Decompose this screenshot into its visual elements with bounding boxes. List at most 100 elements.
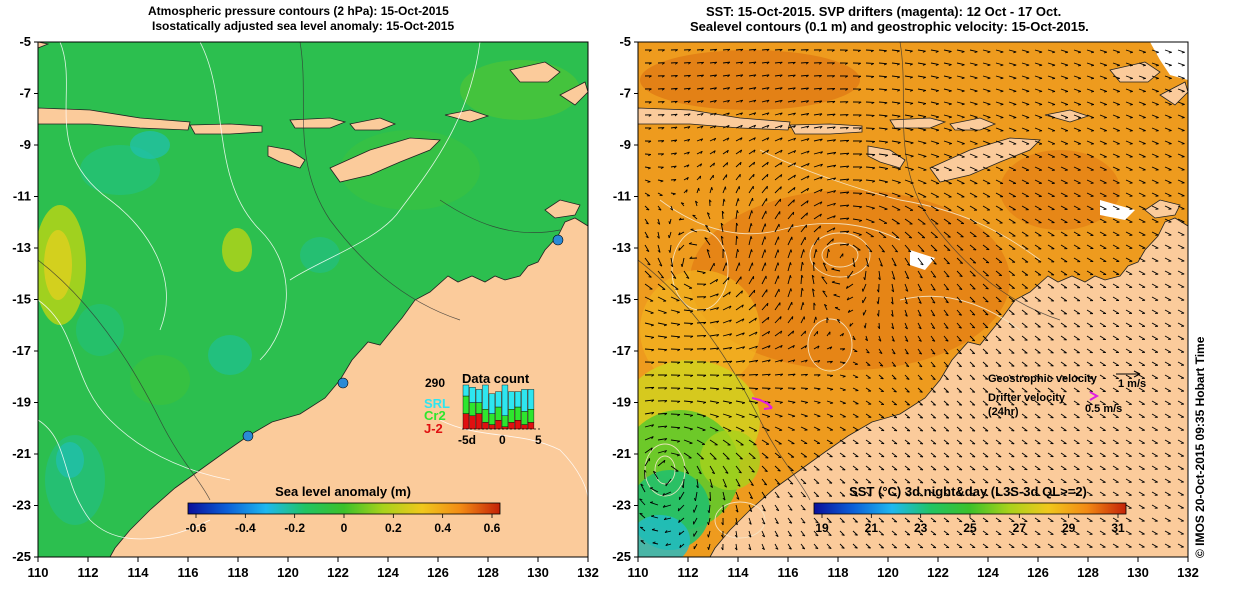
velocity-arrow (735, 290, 743, 298)
velocity-arrowhead (715, 279, 719, 283)
velocity-arrowhead (959, 262, 963, 264)
colorbar-tick-label: 31 (1111, 521, 1125, 535)
velocity-arrow (1177, 231, 1185, 236)
velocity-arrowhead (1064, 90, 1069, 93)
velocity-arrowhead (884, 128, 888, 131)
velocity-arrow (748, 161, 755, 168)
velocity-arrow (1086, 101, 1094, 105)
velocity-arrow (1112, 75, 1120, 79)
velocity-arrowhead (792, 345, 795, 349)
velocity-arrow (839, 452, 846, 458)
velocity-arrow (761, 359, 771, 363)
velocity-arrowhead (763, 496, 767, 499)
velocity-arrow (748, 48, 757, 51)
velocity-arrowhead (776, 496, 780, 499)
velocity-arrowhead (690, 348, 694, 351)
velocity-arrow (1047, 517, 1054, 522)
velocity-arrowhead (657, 235, 660, 239)
velocity-arrow (670, 152, 677, 155)
velocity-arrow (995, 543, 1002, 548)
velocity-arrow (878, 257, 883, 267)
velocity-arrowhead (974, 64, 978, 67)
velocity-arrowhead (1181, 51, 1185, 54)
velocity-arrow (917, 465, 924, 471)
velocity-arrowhead (1000, 117, 1004, 119)
velocity-arrow (1073, 270, 1081, 276)
velocity-arrowhead (905, 365, 910, 368)
velocity-arrow (800, 162, 810, 168)
velocity-arrow (995, 426, 1002, 432)
velocity-arrow (826, 400, 834, 404)
velocity-arrowhead (780, 162, 783, 166)
velocity-arrowhead (1142, 77, 1146, 80)
velocity-arrow (800, 316, 805, 324)
velocity-arrow (930, 465, 937, 471)
velocity-arrow (1021, 439, 1028, 445)
velocity-arrowhead (645, 236, 649, 239)
velocity-arrow (1073, 205, 1081, 210)
colorbar-tick-label: -0.4 (235, 521, 256, 535)
velocity-arrow (735, 276, 742, 285)
velocity-arrow (774, 262, 779, 272)
data-count-bar-cr2 (514, 406, 522, 421)
velocity-arrow (891, 270, 896, 280)
velocity-arrowhead (819, 113, 823, 116)
velocity-arrow (864, 270, 867, 280)
velocity-arrow (1086, 283, 1094, 289)
velocity-arrowhead (847, 309, 851, 313)
velocity-arrow (1099, 374, 1106, 379)
velocity-arrowhead (648, 114, 652, 117)
velocity-arrow (839, 230, 850, 233)
velocity-arrow (1034, 543, 1041, 548)
velocity-arrowhead (859, 206, 863, 209)
velocity-arrowhead (754, 416, 758, 418)
velocity-arrow (813, 400, 821, 404)
velocity-arrowhead (802, 534, 806, 537)
velocity-arrowhead (753, 137, 756, 141)
velocity-arrowhead (700, 100, 704, 104)
velocity-arrow (644, 244, 650, 252)
velocity-arrowhead (921, 250, 925, 252)
velocity-arrowhead (819, 225, 822, 229)
velocity-arrow (1060, 478, 1067, 483)
velocity-arrow (878, 62, 887, 65)
velocity-arrowhead (884, 76, 888, 79)
velocity-arrow (1151, 335, 1159, 340)
colorbar-tick-label: 19 (815, 521, 829, 535)
velocity-arrow (682, 478, 685, 489)
velocity-arrowhead (1077, 51, 1082, 54)
velocity-arrow (1021, 530, 1028, 535)
velocity-arrow (865, 465, 872, 471)
velocity-arrow (774, 99, 783, 103)
velocity-arrowhead (971, 326, 975, 329)
velocity-arrowhead (857, 49, 861, 53)
velocity-arrow (761, 289, 768, 298)
velocity-arrowhead (934, 249, 938, 252)
velocity-arrow (748, 345, 758, 350)
velocity-arrowhead (766, 61, 770, 65)
velocity-arrowhead (723, 485, 727, 488)
velocity-arrow (722, 333, 732, 337)
velocity-arrow (1138, 114, 1146, 118)
velocity-arrowhead (707, 212, 710, 215)
velocity-arrow (1073, 309, 1081, 315)
velocity-arrow (917, 218, 926, 225)
velocity-arrow (891, 101, 901, 104)
velocity-arrow (943, 491, 950, 497)
velocity-arrow (748, 373, 759, 376)
velocity-arrowhead (985, 339, 989, 342)
velocity-arrowhead (1142, 51, 1146, 54)
velocity-arrowhead (702, 429, 706, 432)
velocity-arrow (969, 114, 978, 118)
velocity-arrowhead (936, 169, 940, 172)
velocity-arrow (1047, 101, 1056, 105)
velocity-arrow (917, 491, 924, 497)
velocity-arrowhead (806, 113, 810, 116)
velocity-arrow (839, 478, 846, 484)
velocity-arrowhead (644, 469, 647, 473)
velocity-arrow (644, 399, 654, 402)
velocity-arrowhead (701, 49, 705, 52)
velocity-arrow (657, 244, 661, 253)
velocity-arrow (969, 465, 976, 471)
velocity-arrowhead (780, 359, 783, 363)
